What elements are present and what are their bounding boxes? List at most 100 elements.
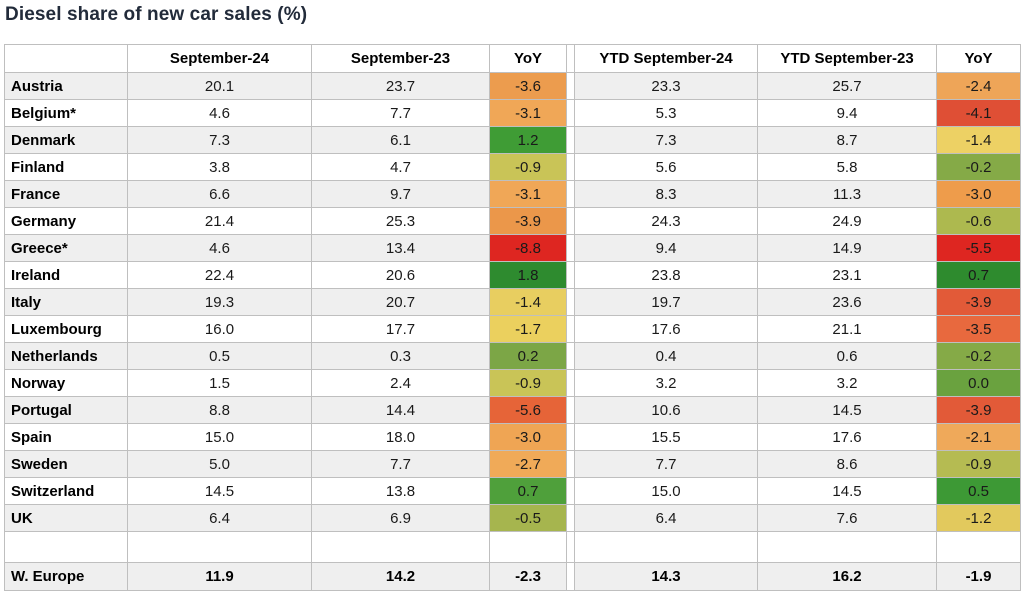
value-yoy-ytd: -5.5	[936, 234, 1021, 262]
value-september-24: 19.3	[127, 288, 312, 316]
value-september-23: 14.4	[311, 396, 490, 424]
value-yoy-monthly	[489, 531, 567, 563]
column-spacer-cell	[566, 342, 575, 370]
country-cell: Greece*	[4, 234, 128, 262]
value-september-23: 13.8	[311, 477, 490, 505]
value-september-24: 5.0	[127, 450, 312, 478]
value-september-23: 9.7	[311, 180, 490, 208]
value-september-24: 21.4	[127, 207, 312, 235]
value-yoy-ytd: -1.4	[936, 126, 1021, 154]
value-september-24: 11.9	[127, 562, 312, 591]
header-september-24: September-24	[127, 44, 312, 73]
value-yoy-ytd: -1.9	[936, 562, 1021, 591]
value-september-23: 17.7	[311, 315, 490, 343]
value-ytd-september-24: 19.7	[574, 288, 758, 316]
header-ytd-september-24: YTD September-24	[574, 44, 758, 73]
country-cell: Germany	[4, 207, 128, 235]
diesel-share-table: September-24 September-23 YoY YTD Septem…	[4, 44, 1021, 591]
table-row: Germany 21.4 25.3 -3.9 24.3 24.9 -0.6	[4, 207, 1021, 235]
value-ytd-september-23: 14.9	[757, 234, 937, 262]
header-country	[4, 44, 128, 73]
column-spacer-cell	[566, 72, 575, 100]
value-september-23: 2.4	[311, 369, 490, 397]
column-spacer-cell	[566, 288, 575, 316]
value-yoy-monthly: -3.6	[489, 72, 567, 100]
value-yoy-monthly: 0.7	[489, 477, 567, 505]
table-row: Belgium* 4.6 7.7 -3.1 5.3 9.4 -4.1	[4, 99, 1021, 127]
value-ytd-september-23: 14.5	[757, 477, 937, 505]
value-september-23: 0.3	[311, 342, 490, 370]
value-september-24: 6.4	[127, 504, 312, 532]
value-yoy-ytd	[936, 531, 1021, 563]
header-yoy-ytd: YoY	[936, 44, 1021, 73]
country-cell: W. Europe	[4, 562, 128, 591]
value-yoy-monthly: 1.2	[489, 126, 567, 154]
value-yoy-ytd: -0.6	[936, 207, 1021, 235]
value-ytd-september-23: 5.8	[757, 153, 937, 181]
value-september-23	[311, 531, 490, 563]
value-yoy-monthly: -0.9	[489, 153, 567, 181]
value-yoy-monthly: 0.2	[489, 342, 567, 370]
country-cell: Belgium*	[4, 99, 128, 127]
value-yoy-monthly: -1.7	[489, 315, 567, 343]
country-cell: Norway	[4, 369, 128, 397]
column-spacer-cell	[566, 450, 575, 478]
value-yoy-monthly: -1.4	[489, 288, 567, 316]
value-september-24: 15.0	[127, 423, 312, 451]
value-ytd-september-24: 6.4	[574, 504, 758, 532]
value-yoy-monthly: -3.1	[489, 180, 567, 208]
country-cell: Ireland	[4, 261, 128, 289]
value-ytd-september-23: 3.2	[757, 369, 937, 397]
column-spacer-cell	[566, 396, 575, 424]
value-ytd-september-23: 23.1	[757, 261, 937, 289]
column-spacer-cell	[566, 423, 575, 451]
value-september-23: 20.6	[311, 261, 490, 289]
header-september-23: September-23	[311, 44, 490, 73]
column-spacer-cell	[566, 477, 575, 505]
value-ytd-september-23: 8.7	[757, 126, 937, 154]
value-yoy-monthly: -0.5	[489, 504, 567, 532]
value-yoy-ytd: -0.2	[936, 153, 1021, 181]
table-row: Denmark 7.3 6.1 1.2 7.3 8.7 -1.4	[4, 126, 1021, 154]
column-spacer-cell	[566, 504, 575, 532]
value-september-23: 7.7	[311, 450, 490, 478]
value-yoy-monthly: 1.8	[489, 261, 567, 289]
value-yoy-ytd: -4.1	[936, 99, 1021, 127]
table-row: UK 6.4 6.9 -0.5 6.4 7.6 -1.2	[4, 504, 1021, 532]
value-september-24: 4.6	[127, 234, 312, 262]
table-row: Portugal 8.8 14.4 -5.6 10.6 14.5 -3.9	[4, 396, 1021, 424]
value-yoy-ytd: -3.0	[936, 180, 1021, 208]
value-yoy-monthly: -3.9	[489, 207, 567, 235]
value-september-24: 4.6	[127, 99, 312, 127]
column-spacer-cell	[566, 153, 575, 181]
value-ytd-september-24: 5.6	[574, 153, 758, 181]
value-ytd-september-24: 24.3	[574, 207, 758, 235]
value-ytd-september-23: 14.5	[757, 396, 937, 424]
value-ytd-september-24: 5.3	[574, 99, 758, 127]
value-yoy-monthly: -2.3	[489, 562, 567, 591]
value-september-23: 14.2	[311, 562, 490, 591]
value-september-24: 20.1	[127, 72, 312, 100]
value-ytd-september-23: 21.1	[757, 315, 937, 343]
table-row: Norway 1.5 2.4 -0.9 3.2 3.2 0.0	[4, 369, 1021, 397]
country-cell	[4, 531, 128, 563]
value-ytd-september-23: 11.3	[757, 180, 937, 208]
header-row: September-24 September-23 YoY YTD Septem…	[4, 44, 1021, 73]
column-spacer-cell	[566, 180, 575, 208]
value-yoy-ytd: 0.7	[936, 261, 1021, 289]
table-row: Ireland 22.4 20.6 1.8 23.8 23.1 0.7	[4, 261, 1021, 289]
value-yoy-ytd: -3.9	[936, 396, 1021, 424]
table-row: Switzerland 14.5 13.8 0.7 15.0 14.5 0.5	[4, 477, 1021, 505]
value-ytd-september-24	[574, 531, 758, 563]
value-yoy-ytd: -0.2	[936, 342, 1021, 370]
country-cell: Denmark	[4, 126, 128, 154]
table-row: France 6.6 9.7 -3.1 8.3 11.3 -3.0	[4, 180, 1021, 208]
value-ytd-september-23: 0.6	[757, 342, 937, 370]
table-row: Netherlands 0.5 0.3 0.2 0.4 0.6 -0.2	[4, 342, 1021, 370]
country-cell: Sweden	[4, 450, 128, 478]
header-yoy-monthly: YoY	[489, 44, 567, 73]
total-row: W. Europe 11.9 14.2 -2.3 14.3 16.2 -1.9	[4, 562, 1021, 591]
value-september-23: 6.1	[311, 126, 490, 154]
value-september-23: 7.7	[311, 99, 490, 127]
